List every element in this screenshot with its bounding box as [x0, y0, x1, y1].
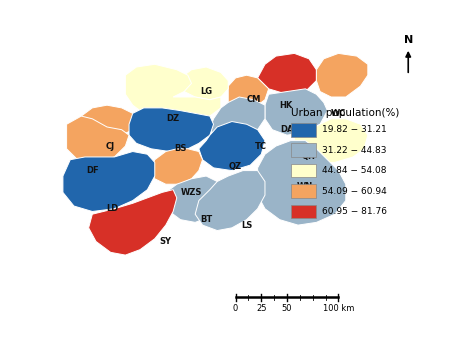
Text: 19.82 − 31.21: 19.82 − 31.21: [322, 125, 387, 134]
Text: QZ: QZ: [229, 162, 242, 171]
Text: 44.84 − 54.08: 44.84 − 54.08: [322, 166, 386, 175]
Bar: [291, 205, 317, 218]
Text: DA: DA: [280, 125, 294, 134]
Polygon shape: [316, 53, 368, 97]
Text: 54.09 − 60.94: 54.09 − 60.94: [322, 187, 387, 195]
Text: WZS: WZS: [181, 188, 202, 197]
Text: LG: LG: [200, 87, 212, 96]
Polygon shape: [294, 119, 368, 162]
Text: CJ: CJ: [106, 142, 115, 150]
Text: Urban population(%): Urban population(%): [291, 108, 399, 118]
Text: 100 km: 100 km: [323, 304, 354, 313]
Text: CM: CM: [247, 95, 261, 104]
Text: DZ: DZ: [166, 114, 180, 123]
Text: 50: 50: [282, 304, 292, 313]
Polygon shape: [166, 176, 225, 222]
Polygon shape: [228, 75, 269, 108]
Text: BS: BS: [174, 144, 187, 153]
Polygon shape: [265, 89, 328, 135]
Text: N: N: [403, 35, 413, 45]
Polygon shape: [125, 64, 221, 121]
Polygon shape: [63, 152, 155, 211]
Text: BT: BT: [200, 215, 212, 224]
Text: 31.22 − 44.83: 31.22 − 44.83: [322, 145, 386, 155]
Polygon shape: [129, 108, 213, 152]
Text: LS: LS: [241, 221, 252, 230]
Polygon shape: [82, 105, 137, 138]
Polygon shape: [258, 141, 346, 225]
Text: WC: WC: [331, 109, 346, 118]
Text: 25: 25: [256, 304, 266, 313]
Bar: [291, 143, 317, 157]
Text: HK: HK: [280, 101, 293, 110]
Bar: [291, 123, 317, 137]
Polygon shape: [258, 53, 316, 94]
Text: TC: TC: [255, 142, 267, 150]
Polygon shape: [195, 171, 265, 230]
Text: WN: WN: [297, 182, 313, 192]
Text: LD: LD: [106, 204, 118, 213]
Bar: [291, 184, 317, 198]
Text: QH: QH: [302, 153, 316, 161]
Polygon shape: [199, 121, 265, 171]
Text: DF: DF: [86, 166, 99, 175]
Polygon shape: [151, 149, 202, 184]
Text: 0: 0: [233, 304, 238, 313]
Text: 60.95 − 81.76: 60.95 − 81.76: [322, 207, 387, 216]
Polygon shape: [181, 67, 228, 100]
Bar: [291, 164, 317, 177]
Polygon shape: [210, 97, 265, 141]
Text: SY: SY: [160, 237, 172, 246]
Polygon shape: [89, 190, 177, 255]
Polygon shape: [66, 116, 129, 162]
